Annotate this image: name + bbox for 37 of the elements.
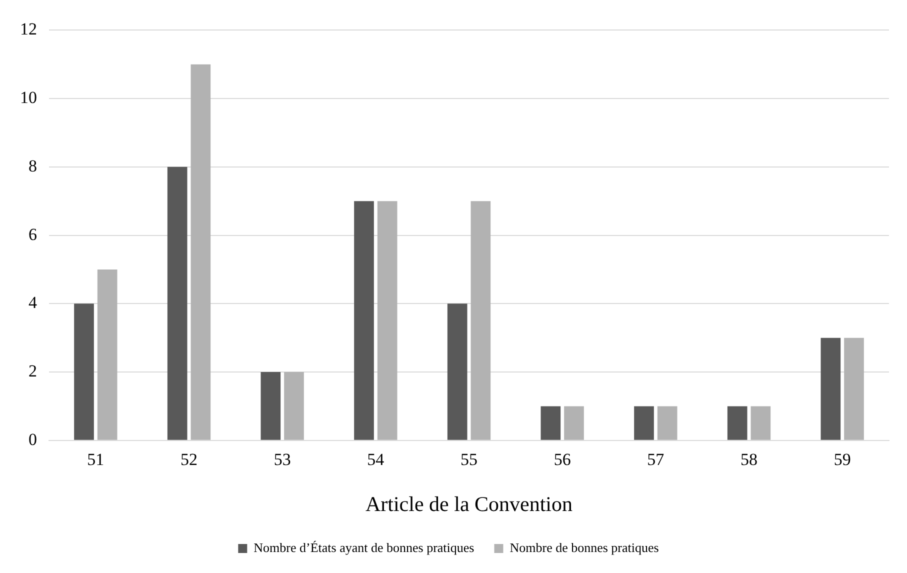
bar [634,406,654,440]
bar [260,372,281,440]
x-tick-label: 54 [367,450,385,470]
x-tick-label: 59 [834,450,851,470]
y-tick-label: 4 [28,293,38,312]
bar [540,406,561,440]
bar [447,304,468,440]
y-tick-label: 12 [20,20,37,39]
bar [727,406,748,440]
legend-label: Nombre de bonnes pratiques [510,540,659,555]
x-tick-label: 51 [87,450,104,470]
x-tick-label: 53 [274,450,291,470]
x-axis-title: Article de la Convention [365,492,574,516]
x-tick-label: 56 [554,450,571,470]
y-tick-label: 6 [28,224,37,244]
bar [167,166,188,440]
bar [564,406,584,440]
y-tick-label: 2 [28,362,37,380]
y-tick-label: 10 [20,88,37,108]
bar [750,406,771,440]
y-tick-label: 8 [28,156,37,176]
bar [354,201,374,440]
bar [657,406,678,440]
bar [74,304,94,440]
x-tick-label: 52 [180,450,198,470]
x-tick-label: 57 [647,450,665,470]
x-tick-label: 58 [740,450,758,470]
bar [284,372,304,440]
bar [377,201,398,440]
bar [190,64,211,440]
bar [97,269,118,440]
y-tick-label: 0 [28,430,37,449]
bar [844,338,864,440]
bar [820,338,841,440]
x-tick-label: 55 [460,450,478,470]
legend-label: Nombre d’États ayant de bonnes pratiques [254,540,474,555]
bar [470,201,491,440]
